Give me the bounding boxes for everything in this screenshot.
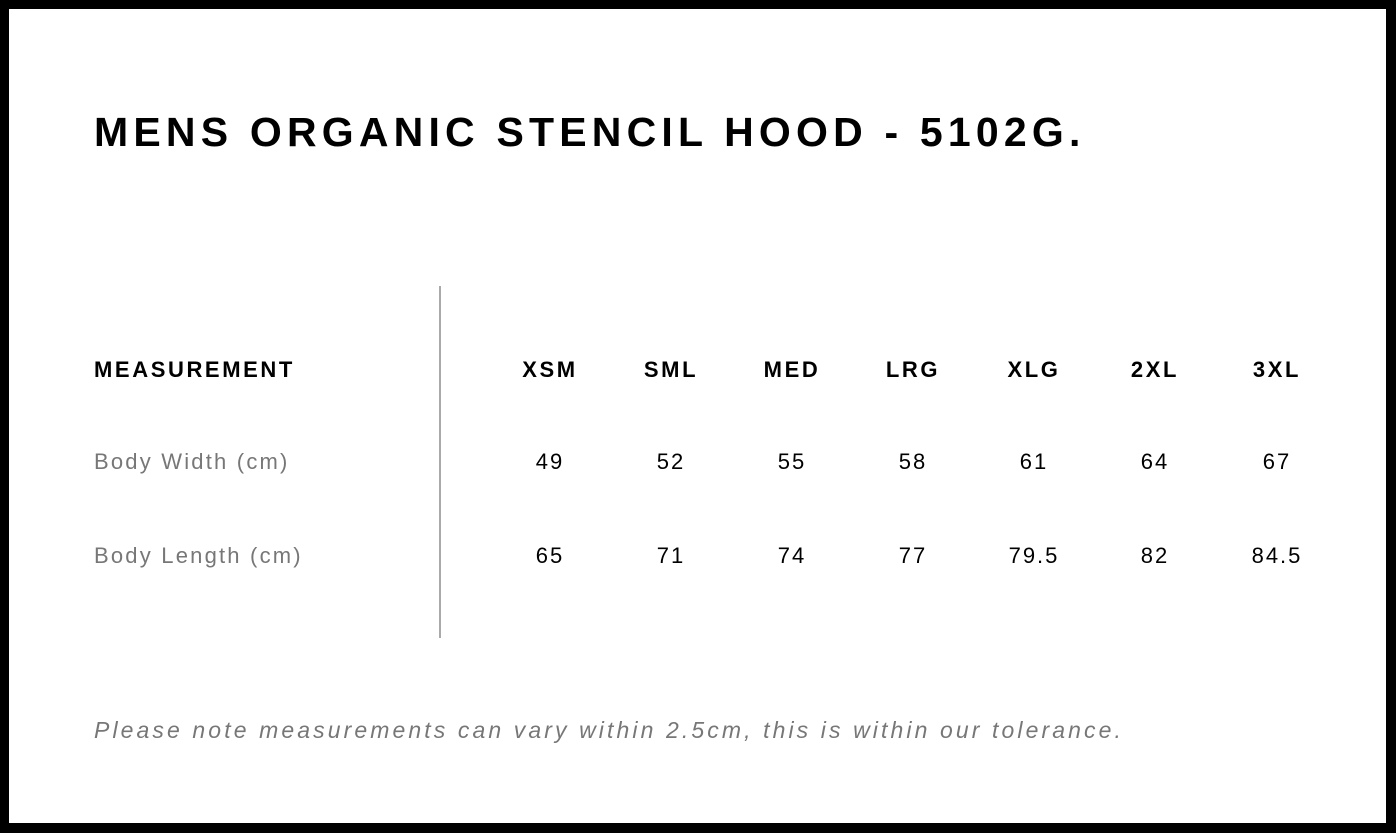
size-header: MED <box>763 357 821 382</box>
table-cell: 82 <box>1140 543 1170 568</box>
table-cell: 55 <box>777 449 807 474</box>
table-cell: 67 <box>1262 449 1292 474</box>
table-cell: 79.5 <box>1008 543 1060 568</box>
size-header: XSM <box>522 357 578 382</box>
table-cell: 49 <box>535 449 565 474</box>
row-label-body-width: Body Width (cm) <box>94 449 290 474</box>
column-divider <box>439 286 441 638</box>
size-header: 3XL <box>1252 357 1302 382</box>
page-title: MENS ORGANIC STENCIL HOOD - 5102G. <box>94 109 1086 155</box>
size-chart-card: MENS ORGANIC STENCIL HOOD - 5102G. MEASU… <box>9 9 1386 823</box>
measurement-header: MEASUREMENT <box>94 357 295 382</box>
size-header: 2XL <box>1130 357 1180 382</box>
tolerance-note: Please note measurements can vary within… <box>94 717 1125 743</box>
table-cell: 74 <box>777 543 807 568</box>
size-header: SML <box>643 357 699 382</box>
table-cell: 71 <box>656 543 686 568</box>
table-cell: 64 <box>1140 449 1170 474</box>
size-header: XLG <box>1007 357 1061 382</box>
table-cell: 52 <box>656 449 686 474</box>
row-label-body-length: Body Length (cm) <box>94 543 303 568</box>
table-cell: 84.5 <box>1251 543 1303 568</box>
table-cell: 61 <box>1019 449 1049 474</box>
table-cell: 77 <box>898 543 928 568</box>
table-cell: 58 <box>898 449 928 474</box>
size-header: LRG <box>885 357 941 382</box>
table-cell: 65 <box>535 543 565 568</box>
